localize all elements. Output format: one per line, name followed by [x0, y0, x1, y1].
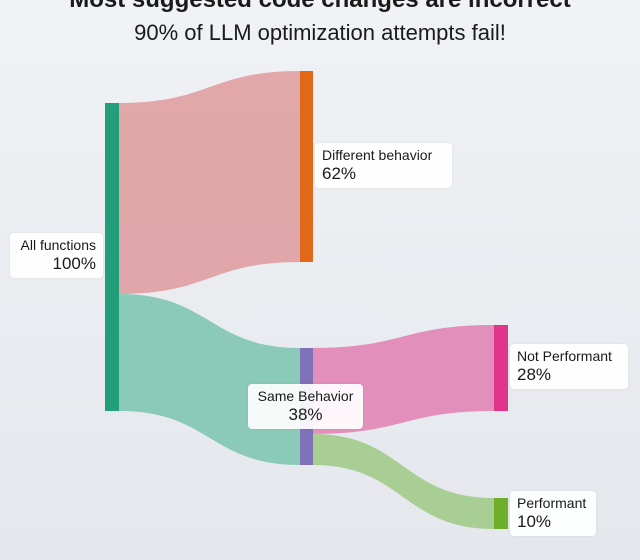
node-performant [494, 498, 508, 529]
label-not-performant: Not Performant 28% [510, 344, 628, 389]
label-name: All functions [20, 237, 96, 253]
node-not-performant [494, 325, 508, 411]
label-all-functions: All functions 100% [10, 233, 103, 278]
label-percent: 10% [517, 512, 552, 531]
label-different-behavior: Different behavior 62% [315, 143, 452, 188]
diagram-subtitle: 90% of LLM optimization attempts fail! [134, 20, 506, 45]
label-name: Same Behavior [257, 388, 354, 404]
label-same-behavior: Same Behavior 38% [248, 384, 363, 429]
node-different-behavior [300, 71, 313, 262]
label-name: Different behavior [322, 147, 433, 163]
link-all-to-same-behavior [119, 294, 300, 465]
label-name: Not Performant [517, 348, 612, 364]
label-percent: 100% [52, 254, 96, 273]
label-percent: 62% [322, 164, 357, 183]
label-name: Performant [517, 495, 587, 511]
partial-title: Most suggested code changes are incorrec… [0, 0, 640, 14]
label-percent: 28% [517, 365, 552, 384]
link-same-to-performant [313, 434, 494, 529]
link-all-to-different-behavior [119, 71, 300, 294]
label-percent: 38% [288, 405, 323, 424]
label-performant: Performant 10% [510, 491, 596, 536]
node-all-functions [105, 103, 119, 411]
